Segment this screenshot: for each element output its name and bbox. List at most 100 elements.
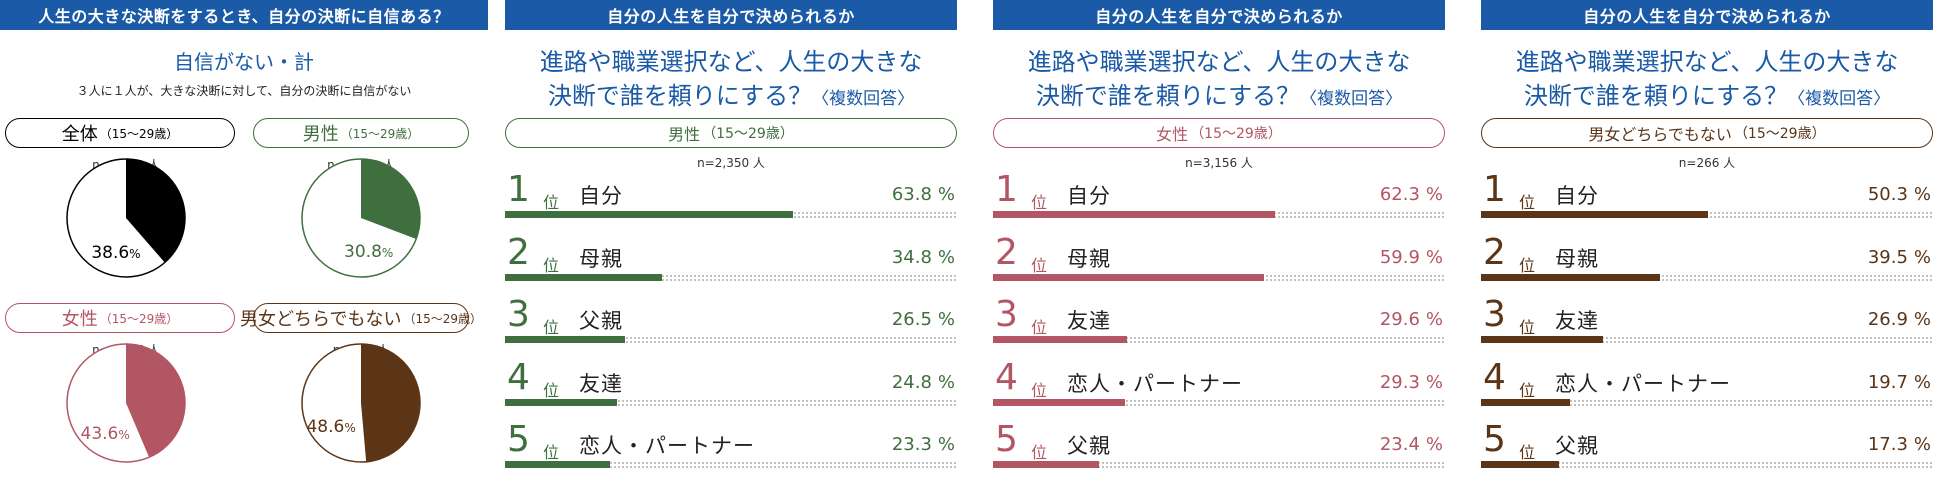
rank-value: 63.8%: [892, 184, 955, 205]
rank-number: 1: [995, 169, 1018, 210]
pie-value-slice: [126, 344, 185, 458]
ranking-panel-neither: 自分の人生を自分で決められるか 進路や職業選択など、人生の大きな 決断で誰を頼りにす…: [1481, 0, 1933, 488]
pie-value-unit: %: [118, 428, 130, 443]
rank-number: 3: [995, 294, 1018, 335]
rank-unit: 位: [1519, 318, 1536, 337]
rank-unit: 位: [1031, 380, 1048, 400]
rank-value-unit: %: [1425, 184, 1443, 205]
rank-value-number: 39.5: [1867, 246, 1908, 268]
panel-header: 自分の人生を自分で決められるか: [505, 0, 957, 30]
pie-group-name: 男女どちらでもない: [240, 309, 402, 330]
pie-value-number: 30.8: [344, 241, 382, 262]
rank-number: 4: [995, 356, 1018, 398]
rank-value-unit: %: [1425, 309, 1443, 330]
bar-track: [1481, 273, 1933, 281]
bar-fill: [505, 398, 618, 406]
rank-unit: 位: [543, 193, 560, 212]
rank-number: 2: [995, 231, 1018, 273]
group-age: （15〜29歳）: [1190, 126, 1282, 142]
bar-fill: [993, 461, 1099, 468]
panel-title-question: 決断で誰を頼りにする？: [1523, 82, 1789, 110]
pie-group-age: （15〜29歳）: [340, 126, 420, 141]
pie-group-name: 男性: [302, 124, 339, 145]
rank-value-unit: %: [1913, 309, 1931, 330]
panel-title-question: 決断で誰を頼りにする？: [547, 82, 813, 110]
rank-value-number: 17.3: [1867, 434, 1908, 455]
rank-row: 3 位友達 29.6%: [993, 294, 1445, 343]
rank-category: 友達: [579, 371, 623, 396]
pie-chart: [301, 158, 421, 278]
pie-value-label: 43.6%: [81, 424, 130, 444]
panel-title-line2: 決断で誰を頼りにする？〈複数回答〉: [505, 76, 957, 111]
rank-number: 2: [1483, 231, 1506, 273]
panel-title-note: 〈複数回答〉: [1788, 89, 1891, 109]
pie-value-slice: [361, 159, 420, 240]
panel-title-line1: 進路や職業選択など、人生の大きな: [539, 48, 923, 76]
rank-category: 友達: [1555, 309, 1599, 333]
rank-value: 39.5%: [1868, 247, 1931, 268]
rank-value-number: 19.7: [1867, 371, 1908, 393]
rank-unit: 位: [543, 255, 560, 275]
bar-fill: [1481, 336, 1603, 343]
rank-value-unit: %: [1913, 246, 1931, 268]
rank-number: 1: [507, 169, 530, 210]
bar-track: [505, 461, 957, 468]
pie-group-name: 女性: [61, 309, 98, 330]
rank-category: 自分: [1067, 184, 1111, 208]
rank-category: 恋人・パートナー: [1555, 371, 1731, 396]
rank-number: 5: [1483, 419, 1506, 460]
rank-number: 4: [507, 356, 530, 398]
panel-subtitle: ３人に１人が、大きな決断に対して、自分の決断に自信がない: [76, 84, 412, 98]
rank-row: 1 位自分 62.3%: [993, 169, 1445, 218]
bar-fill: [993, 211, 1275, 218]
rank-value: 17.3%: [1868, 434, 1931, 455]
bar-track: [993, 336, 1445, 343]
rank-unit: 位: [1519, 255, 1536, 275]
bar-fill: [505, 211, 794, 218]
rank-number: 2: [507, 231, 530, 273]
rank-value-unit: %: [1913, 371, 1931, 393]
rank-category: 母親: [579, 246, 623, 271]
pie-value-slice: [361, 344, 420, 462]
pie-group-label: 男女どちらでもない （15〜29歳）: [240, 303, 482, 333]
rank-value-unit: %: [1913, 434, 1931, 455]
rank-value-unit: %: [937, 184, 955, 205]
ranking-panel-male: 自分の人生を自分で決められるか 進路や職業選択など、人生の大きな 決断で誰を頼りにす…: [505, 0, 957, 488]
rank-value: 23.4%: [1380, 434, 1443, 455]
bar-fill: [993, 336, 1127, 343]
rank-value-unit: %: [1425, 246, 1443, 268]
rank-value: 59.9%: [1380, 247, 1443, 268]
pie-group-name: 全体: [61, 124, 98, 145]
rank-value-number: 26.5: [891, 309, 932, 330]
rank-row: 4 位恋人・パートナー 19.7%: [1481, 357, 1933, 406]
bar-fill: [993, 273, 1264, 281]
pie-value-unit: %: [344, 421, 356, 436]
rank-unit: 位: [1031, 443, 1048, 462]
group-label: 男女どちらでもない （15〜29歳）: [1481, 118, 1933, 148]
pie-group-age: （15〜29歳）: [99, 311, 179, 326]
rank-number: 5: [995, 419, 1018, 460]
rank-value-number: 23.4: [1379, 434, 1420, 455]
rank-number: 3: [507, 294, 530, 335]
rank-unit: 位: [1519, 193, 1536, 212]
bar-track: [993, 398, 1445, 406]
pie-value-number: 48.6: [306, 417, 345, 438]
group-label: 女性 （15〜29歳）: [993, 118, 1445, 148]
rank-value-unit: %: [937, 434, 955, 455]
bar-fill: [505, 336, 625, 343]
rank-value-number: 59.9: [1379, 246, 1420, 268]
panel-title-note: 〈複数回答〉: [1300, 89, 1403, 109]
panel-title-note: 〈複数回答〉: [812, 89, 915, 109]
rank-value-number: 34.8: [891, 246, 932, 268]
rank-value: 24.8%: [892, 372, 955, 393]
rank-unit: 位: [1519, 380, 1536, 400]
rank-unit: 位: [1519, 443, 1536, 462]
rank-category: 恋人・パートナー: [579, 434, 755, 458]
rank-unit: 位: [543, 380, 560, 400]
pie-chart: [66, 158, 186, 278]
panel-title-line1: 進路や職業選択など、人生の大きな: [1027, 48, 1411, 76]
rank-row: 1 位自分 50.3%: [1481, 170, 1933, 218]
rank-category: 自分: [1555, 184, 1599, 208]
group-age: （15〜29歳）: [1733, 126, 1826, 142]
bar-track: [505, 398, 957, 406]
